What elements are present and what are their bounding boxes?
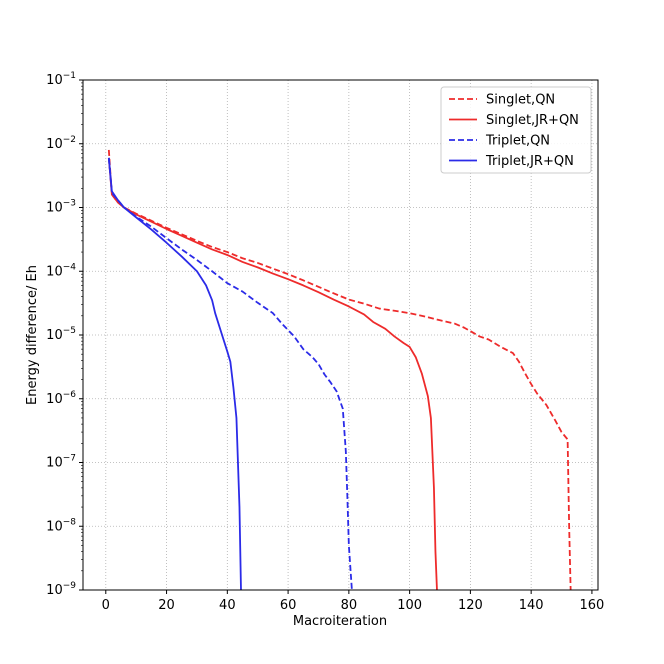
legend-box [440,86,592,174]
legend: Singlet,QN Singlet,JR+QN Triplet,QN Triplet… [440,86,592,174]
y-tick-label: 10−3 [46,199,76,216]
series-line [107,157,242,590]
y-tick-label: 10−7 [46,454,76,471]
x-axis: 0 20 40 60 80 100 120 140 160 [102,590,605,613]
x-tick-label: 100 [397,598,422,613]
x-tick-label: 40 [219,598,236,613]
legend-label: Triplet,QN [485,134,550,149]
x-tick-label: 120 [458,598,483,613]
y-tick-label: 10−8 [46,517,76,534]
series-line [107,149,572,590]
legend-label: Triplet,JR+QN [485,154,574,169]
y-tick-label: 10−5 [46,326,76,343]
series-lines [107,149,572,590]
legend-label: Singlet,QN [486,93,555,108]
y-tick-label: 10−6 [46,390,76,407]
x-axis-label: Macroiteration [293,614,387,629]
x-tick-label: 60 [280,598,297,613]
x-tick-label: 20 [158,598,175,613]
y-tick-label: 10−2 [46,135,76,152]
y-tick-label: 10−4 [46,262,76,279]
x-tick-label: 160 [580,598,605,613]
x-tick-label: 140 [519,598,544,613]
legend-label: Singlet,JR+QN [486,113,579,128]
y-tick-label: 10−9 [46,581,76,598]
x-tick-label: 80 [341,598,358,613]
y-tick-label: 10−1 [46,71,76,88]
x-tick-label: 0 [102,598,110,613]
series-line [107,157,353,590]
y-axis-label: Energy difference/ Eh [25,265,40,405]
y-axis: 10−9 10−8 10−7 10−6 10−5 10−4 10−3 10−2 10−1 [46,71,83,598]
series-line [107,157,438,590]
